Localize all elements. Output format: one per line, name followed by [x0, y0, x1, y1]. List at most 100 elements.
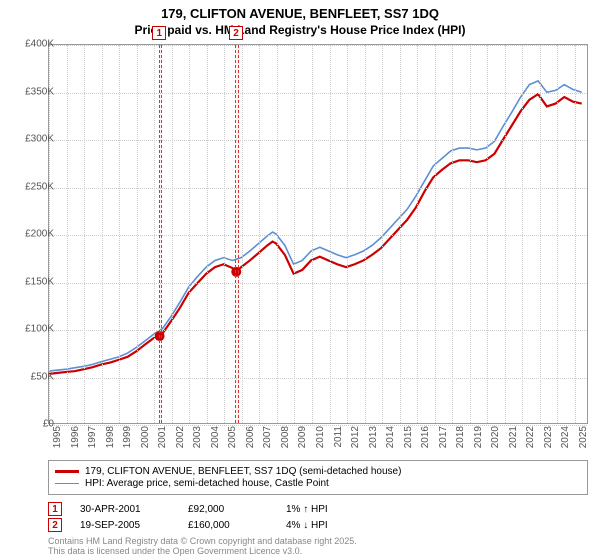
gridline-v — [119, 45, 120, 423]
gridline-v — [470, 45, 471, 423]
x-axis-label: 2000 — [140, 426, 151, 448]
event-number-box: 1 — [48, 502, 62, 516]
footer-line1: Contains HM Land Registry data © Crown c… — [48, 536, 588, 546]
gridline-h — [49, 188, 587, 189]
x-axis-label: 2012 — [350, 426, 361, 448]
event-row: 219-SEP-2005£160,0004% ↓ HPI — [48, 518, 588, 532]
series-line — [49, 81, 582, 371]
x-axis-label: 2002 — [175, 426, 186, 448]
chart-svg — [49, 45, 587, 423]
legend-label: 179, CLIFTON AVENUE, BENFLEET, SS7 1DQ (… — [85, 466, 401, 477]
x-axis-label: 2005 — [227, 426, 238, 448]
chart-title-line2: Price paid vs. HM Land Registry's House … — [0, 21, 600, 37]
x-axis-label: 2024 — [560, 426, 571, 448]
legend-row: 179, CLIFTON AVENUE, BENFLEET, SS7 1DQ (… — [55, 466, 581, 477]
x-axis-label: 2009 — [297, 426, 308, 448]
event-table: 1 30-APR-2001 £92,000 1% ↑ HPI 2 19-SEP-2005 £… — [48, 500, 588, 534]
chart-container: 179, CLIFTON AVENUE, BENFLEET, SS7 1DQ P… — [0, 0, 600, 560]
event-number-box: 2 — [48, 518, 62, 532]
y-axis-label: £100K — [8, 324, 54, 335]
x-axis-label: 2010 — [315, 426, 326, 448]
legend-row: HPI: Average price, semi-detached house,… — [55, 478, 581, 489]
gridline-h — [49, 283, 587, 284]
gridline-v — [137, 45, 138, 423]
x-axis-label: 2017 — [438, 426, 449, 448]
gridline-v — [84, 45, 85, 423]
gridline-h — [49, 140, 587, 141]
y-axis-label: £350K — [8, 86, 54, 97]
gridline-h — [49, 93, 587, 94]
sale-band — [159, 45, 163, 423]
x-axis-label: 2008 — [280, 426, 291, 448]
sale-band-label: 2 — [229, 26, 243, 40]
gridline-v — [330, 45, 331, 423]
event-price: £160,000 — [188, 520, 268, 531]
x-axis-label: 2025 — [578, 426, 589, 448]
x-axis-label: 2016 — [420, 426, 431, 448]
y-axis-label: £150K — [8, 276, 54, 287]
x-axis-label: 2013 — [368, 426, 379, 448]
gridline-v — [172, 45, 173, 423]
event-price: £92,000 — [188, 504, 268, 515]
gridline-v — [540, 45, 541, 423]
gridline-v — [294, 45, 295, 423]
gridline-v — [242, 45, 243, 423]
y-axis-label: £300K — [8, 134, 54, 145]
y-axis-label: £50K — [8, 371, 54, 382]
chart-title-line1: 179, CLIFTON AVENUE, BENFLEET, SS7 1DQ — [0, 0, 600, 21]
x-axis-label: 1996 — [70, 426, 81, 448]
event-date: 19-SEP-2005 — [80, 520, 170, 531]
gridline-v — [189, 45, 190, 423]
gridline-v — [417, 45, 418, 423]
series-line — [49, 94, 582, 374]
x-axis-label: 2019 — [473, 426, 484, 448]
footer-line2: This data is licensed under the Open Gov… — [48, 546, 588, 556]
x-axis-label: 2007 — [262, 426, 273, 448]
gridline-v — [102, 45, 103, 423]
event-date: 30-APR-2001 — [80, 504, 170, 515]
gridline-v — [365, 45, 366, 423]
gridline-v — [435, 45, 436, 423]
x-axis-label: 2018 — [455, 426, 466, 448]
gridline-v — [382, 45, 383, 423]
y-axis-label: £250K — [8, 181, 54, 192]
x-axis-label: 1999 — [122, 426, 133, 448]
gridline-v — [224, 45, 225, 423]
x-axis-label: 2006 — [245, 426, 256, 448]
sale-band-label: 1 — [152, 26, 166, 40]
gridline-h — [49, 330, 587, 331]
y-axis-label: £200K — [8, 229, 54, 240]
x-axis-label: 1995 — [52, 426, 63, 448]
gridline-v — [400, 45, 401, 423]
chart-footer: Contains HM Land Registry data © Crown c… — [48, 536, 588, 556]
gridline-v — [259, 45, 260, 423]
chart-plot-area — [48, 44, 588, 424]
x-axis-label: 2014 — [385, 426, 396, 448]
legend-label: HPI: Average price, semi-detached house,… — [85, 478, 329, 489]
event-row: 1 30-APR-2001 £92,000 1% ↑ HPI — [48, 502, 588, 516]
x-axis-label: 2001 — [157, 426, 168, 448]
gridline-v — [312, 45, 313, 423]
x-axis-label: 2004 — [210, 426, 221, 448]
x-axis-label: 2003 — [192, 426, 203, 448]
x-axis-label: 2022 — [525, 426, 536, 448]
x-axis-label: 2011 — [333, 426, 344, 448]
y-axis-label: £400K — [8, 39, 54, 50]
gridline-v — [487, 45, 488, 423]
gridline-v — [575, 45, 576, 423]
legend-swatch — [55, 470, 79, 472]
legend-swatch — [55, 483, 79, 485]
gridline-v — [522, 45, 523, 423]
gridline-h — [49, 235, 587, 236]
event-pct: 1% ↑ HPI — [286, 504, 328, 515]
gridline-h — [49, 45, 587, 46]
chart-legend: 179, CLIFTON AVENUE, BENFLEET, SS7 1DQ (… — [48, 460, 588, 495]
x-axis-label: 1997 — [87, 426, 98, 448]
gridline-v — [154, 45, 155, 423]
gridline-v — [67, 45, 68, 423]
x-axis-label: 2020 — [490, 426, 501, 448]
x-axis-label: 2021 — [508, 426, 519, 448]
gridline-v — [452, 45, 453, 423]
gridline-v — [505, 45, 506, 423]
x-axis-label: 2023 — [543, 426, 554, 448]
